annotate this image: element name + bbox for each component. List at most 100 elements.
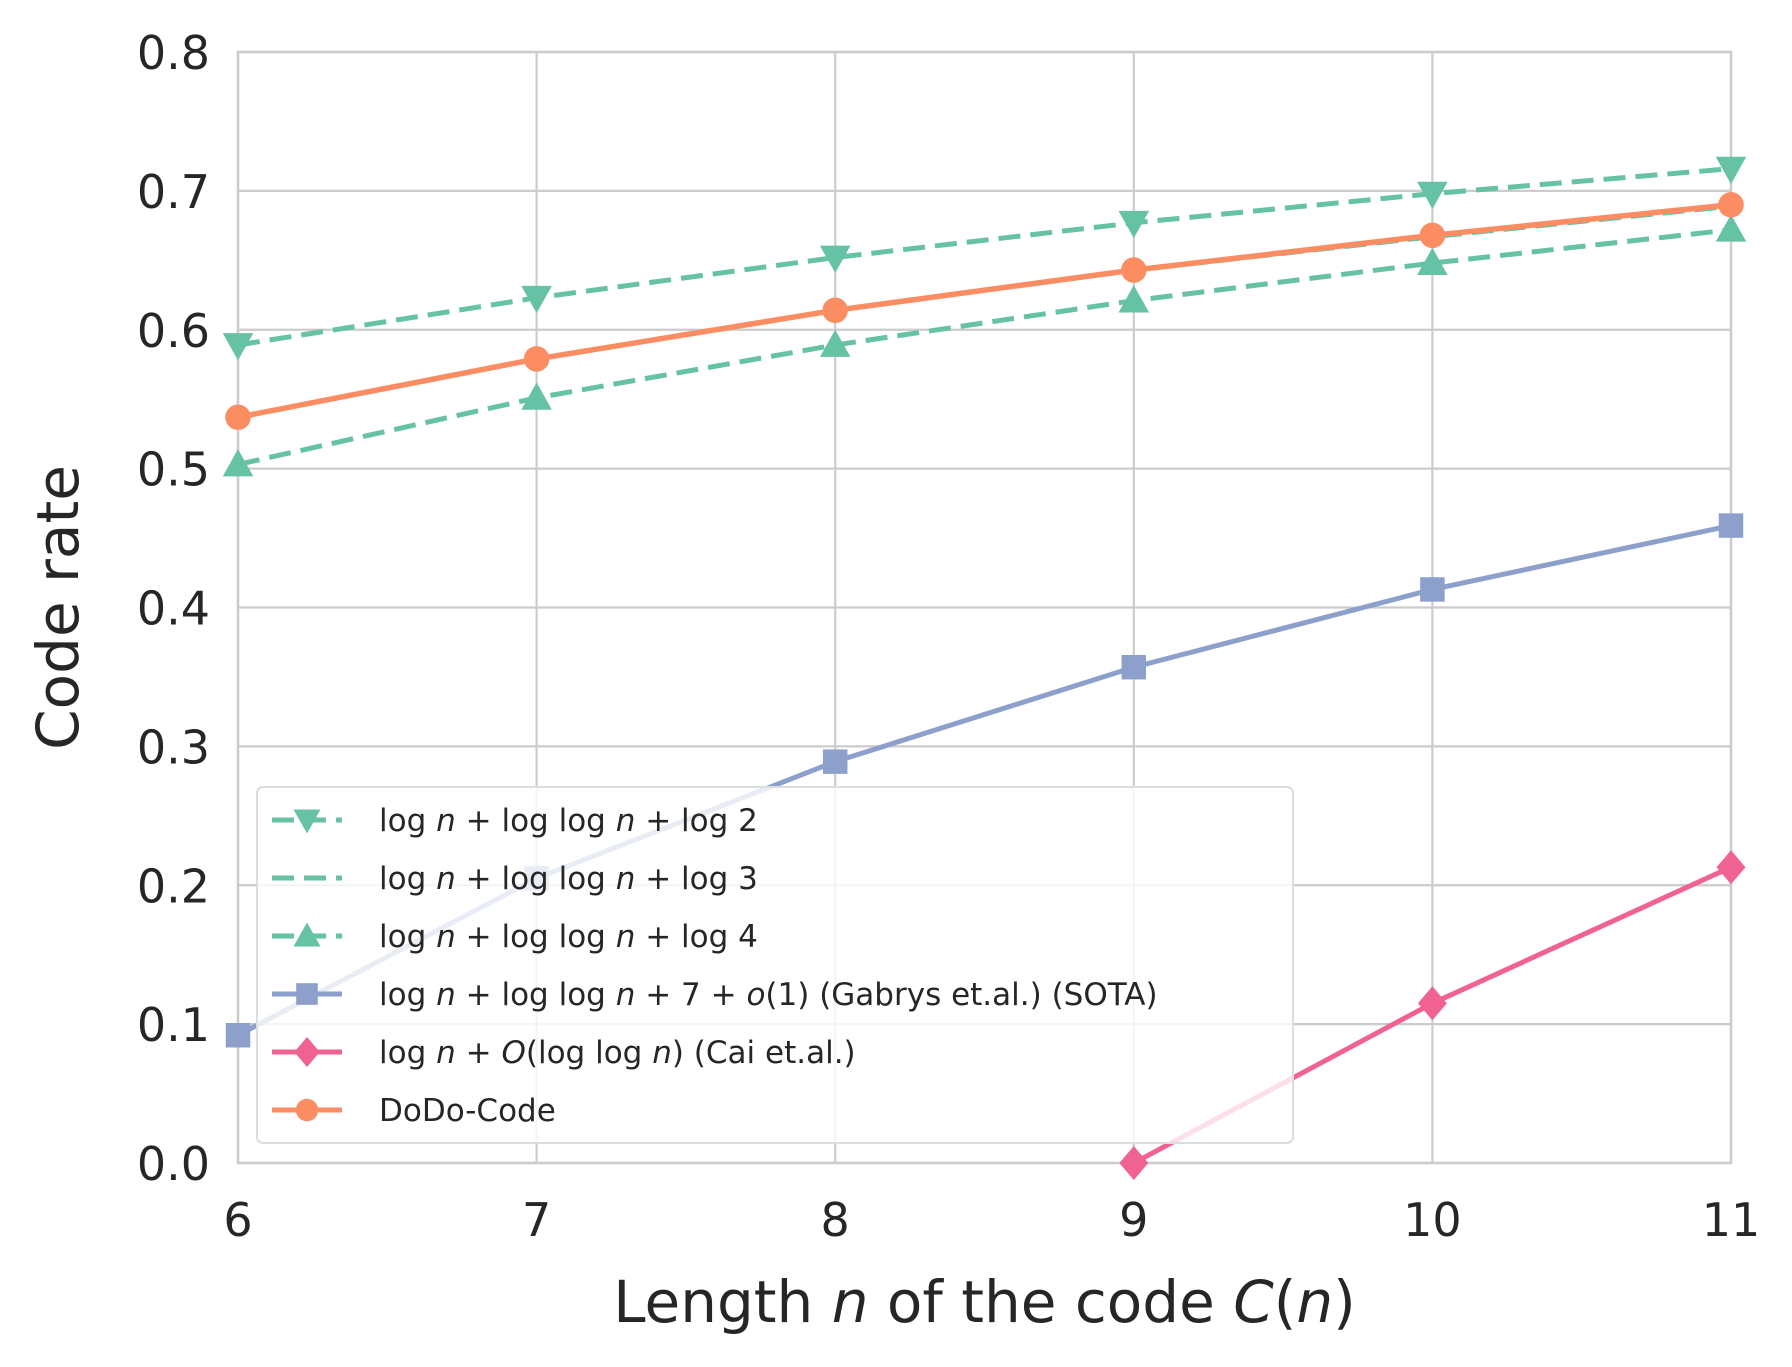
legend-label-part: n (426, 1035, 456, 1071)
y-tick-label: 0.5 (137, 443, 210, 497)
series-line (237, 202, 1732, 420)
legend-entry: log n + log log n + log 4 (272, 919, 758, 955)
data-point-triangle-up (1715, 214, 1747, 242)
y-axis-label: Code rate (24, 465, 92, 750)
data-point-triangle-down (521, 285, 552, 314)
legend-label: log n + log log n + log 3 (379, 861, 758, 897)
x-axis-label-part: of the code (869, 1268, 1234, 1336)
legend-label: log n + log log n + log 4 (379, 919, 758, 955)
x-axis-label-part: ) (1333, 1268, 1356, 1336)
x-axis-label-part: ( (1274, 1268, 1297, 1336)
legend-label-part: n (426, 977, 456, 1013)
series-line (237, 166, 1732, 348)
legend-entry: log n + log log n + log 3 (272, 861, 758, 897)
legend-label-part: log (379, 919, 426, 955)
x-axis-label: Length n of the code C(n) (613, 1268, 1356, 1336)
legend-label-part: DoDo-Code (379, 1093, 556, 1129)
x-tick-labels: 6 7 8 9 10 11 (223, 1193, 1760, 1247)
legend-label-part: n (426, 861, 456, 897)
legend-label-part: n (606, 803, 636, 839)
data-point-square (225, 1022, 251, 1048)
legend-label-part: ) (Cai et.al.) (672, 1035, 856, 1071)
x-tick-label: 11 (1702, 1193, 1761, 1247)
legend-label-part: + log 2 (635, 803, 758, 839)
data-point-square (1718, 513, 1744, 538)
data-point-triangle-down (222, 333, 254, 361)
legend-label-part: n (426, 803, 456, 839)
plot-area-border (236, 50, 1733, 1165)
data-point-square (1121, 654, 1147, 680)
legend-entry: log n + log log n + 7 + o(1) (Gabrys et.… (272, 977, 1158, 1013)
series-log-n-log-log-n-log-2 (222, 156, 1747, 361)
legend-label-part: + 7 + (635, 977, 746, 1013)
legend-label-part: + log log (456, 861, 606, 897)
legend-label-part: (log log (526, 1035, 652, 1071)
legend-label-part: + (456, 1035, 502, 1071)
legend-label-part: o (746, 977, 765, 1013)
y-tick-label: 0.3 (137, 720, 210, 774)
y-tick-label: 0.8 (137, 26, 210, 80)
data-point-square (1420, 577, 1445, 602)
legend-entry: log n + log log n + log 2 (272, 803, 758, 839)
legend-label-part: n (606, 861, 636, 897)
legend-label: log n + O(log log n) (Cai et.al.) (379, 1035, 856, 1071)
data-point-circle (1419, 222, 1446, 249)
data-point-square (822, 749, 848, 774)
x-tick-label: 6 (223, 1193, 252, 1247)
data-point-circle (295, 1098, 319, 1122)
data-point-square (296, 983, 318, 1005)
legend-label-part: + log log (456, 803, 606, 839)
legend-label: log n + log log n + 7 + o(1) (Gabrys et.… (379, 977, 1158, 1013)
y-tick-labels: 0.0 0.1 0.2 0.3 0.4 0.5 0.6 0.7 0.8 (137, 26, 210, 1191)
legend-label-part: + log 4 (635, 919, 758, 955)
legend-label-part: n (426, 919, 456, 955)
x-tick-label: 8 (821, 1193, 850, 1247)
legend-label-part: O (501, 1035, 525, 1071)
y-tick-label: 0.7 (137, 165, 210, 219)
data-point-triangle-down (1715, 156, 1747, 184)
legend-label-part: log (379, 803, 426, 839)
data-point-diamond (1417, 986, 1447, 1021)
x-axis-label-var: n (832, 1268, 869, 1336)
data-point-diamond (1716, 850, 1746, 885)
data-point-diamond (294, 1037, 320, 1067)
legend-label-part: (1) (Gabrys et.al.) (SOTA) (765, 977, 1157, 1013)
legend-label: log n + log log n + log 2 (379, 803, 758, 839)
legend-label-part: log (379, 861, 426, 897)
series-line (237, 227, 1732, 467)
x-axis-label-part: Length (613, 1268, 832, 1336)
data-point-triangle-up (222, 449, 254, 477)
x-tick-label: 7 (522, 1193, 551, 1247)
data-point-triangle-down (293, 809, 321, 834)
data-point-circle (225, 404, 251, 430)
x-axis-label-var: C (1233, 1268, 1274, 1336)
data-point-triangle-up (521, 382, 552, 410)
data-point-triangle-up (819, 329, 851, 357)
legend-label-part: + log log (456, 919, 606, 955)
data-point-triangle-down (819, 245, 851, 273)
data-point-triangle-down (1417, 181, 1448, 209)
y-tick-label: 0.6 (137, 304, 210, 358)
legend-label-part: n (606, 977, 636, 1013)
x-axis-label-var: n (1296, 1268, 1333, 1336)
data-point-circle (1121, 257, 1147, 283)
legend-box (256, 786, 1294, 1144)
data-point-triangle-down (1118, 210, 1150, 239)
plot-frame (236, 50, 1733, 1165)
data-point-triangle-up (1118, 285, 1150, 313)
series-dodo-code (225, 192, 1744, 430)
data-point-circle (1718, 192, 1744, 218)
data-point-circle (523, 346, 550, 372)
legend-label-part: n (606, 919, 636, 955)
y-tick-label: 0.0 (137, 1137, 210, 1191)
legend-label-part: log (379, 1035, 426, 1071)
legend-entry: log n + O(log log n) (Cai et.al.) (272, 1035, 856, 1071)
y-tick-label: 0.4 (137, 582, 210, 636)
series-log-n-log-log-n-log-4 (222, 214, 1747, 477)
y-tick-label: 0.1 (137, 998, 210, 1052)
data-point-diamond (1119, 1146, 1149, 1180)
x-tick-label: 9 (1119, 1193, 1148, 1247)
legend-entry: DoDo-Code (272, 1093, 556, 1129)
